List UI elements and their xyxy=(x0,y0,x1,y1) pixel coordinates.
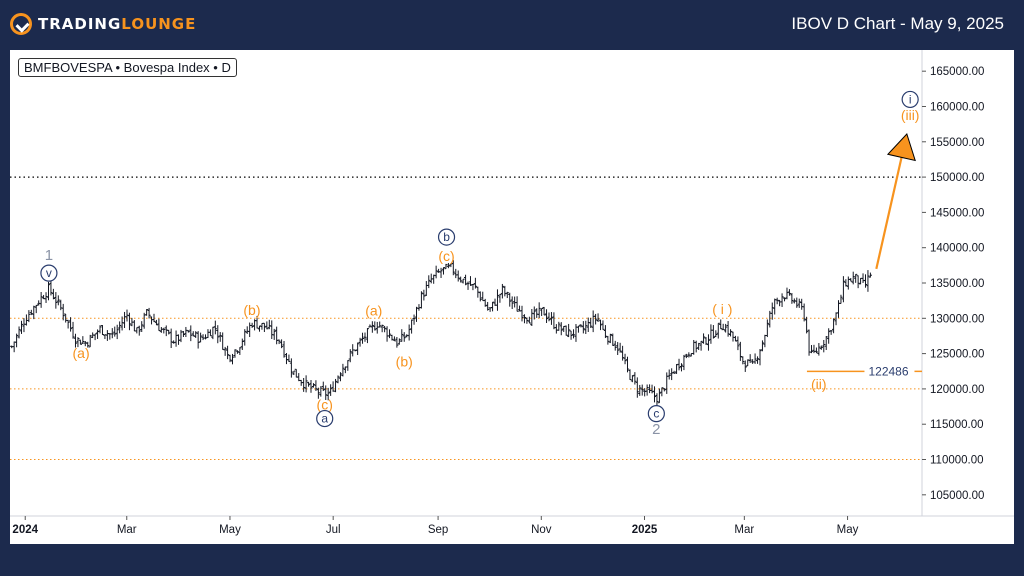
y-tick-label-5: 140000.00 xyxy=(930,243,984,255)
x-tick-label-8: May xyxy=(837,524,859,536)
wave-label-5: a xyxy=(321,412,328,426)
chart-title: IBOV D Chart - May 9, 2025 xyxy=(791,14,1004,33)
symbol-label[interactable]: BMFBOVESPA • Bovespa Index • D xyxy=(18,58,237,77)
wave-label-15: (iii) xyxy=(901,107,920,123)
wave-label-4: (c) xyxy=(317,396,333,412)
y-tick-label-3: 150000.00 xyxy=(930,172,984,184)
wave-label-0: 1 xyxy=(45,247,53,264)
wave-circle-10 xyxy=(647,405,665,423)
wave-label-14: i xyxy=(909,92,912,106)
wave-circle-1 xyxy=(40,264,58,282)
y-tick-label-6: 135000.00 xyxy=(930,278,984,290)
x-tick-label-7: Mar xyxy=(734,524,754,536)
y-tick-label-10: 115000.00 xyxy=(930,419,984,431)
wave-label-3: (b) xyxy=(243,302,260,318)
y-tick-label-7: 130000.00 xyxy=(930,313,984,325)
x-tick-label-5: Nov xyxy=(531,524,552,536)
x-tick-label-1: Mar xyxy=(117,524,137,536)
x-tick-label-2: May xyxy=(219,524,241,536)
wave-circle-5 xyxy=(316,409,334,428)
brand-logo: TRADINGLOUNGE xyxy=(10,12,196,36)
wave-label-6: (a) xyxy=(365,303,382,319)
y-tick-label-1: 160000.00 xyxy=(930,101,984,113)
wave-label-10: c xyxy=(653,407,659,421)
chart-area[interactable]: 165000.00 160000.00 155000.00 150000.00 1450… xyxy=(10,50,1014,544)
wave-label-7: (b) xyxy=(396,353,413,369)
y-tick-label-11: 110000.00 xyxy=(930,455,984,467)
y-tick-label-12: 105000.00 xyxy=(930,490,984,502)
y-tick-label-8: 125000.00 xyxy=(930,349,984,361)
x-tick-label-6: 2025 xyxy=(632,524,658,536)
wave-label-12: ( i ) xyxy=(712,301,732,317)
x-tick-label-4: Sep xyxy=(428,524,448,536)
brand-name-right: LOUNGE xyxy=(121,15,197,33)
price-chart[interactable]: 165000.00 160000.00 155000.00 150000.00 1450… xyxy=(10,50,1014,544)
y-tick-label-0: 165000.00 xyxy=(930,66,984,78)
projection-arrow-shaft xyxy=(875,157,903,270)
brand-name-left: TRADING xyxy=(38,15,122,33)
wave-label-8: b xyxy=(443,230,450,244)
y-tick-label-4: 145000.00 xyxy=(930,207,984,219)
support-level-label: 122486 xyxy=(868,364,908,378)
wave-circle-8 xyxy=(437,228,456,246)
x-tick-label-0: 2024 xyxy=(12,524,38,536)
wave-label-13: (ii) xyxy=(811,376,827,392)
wave-circle-14 xyxy=(901,90,919,109)
wave-label-2: (a) xyxy=(73,345,90,361)
x-tick-label-3: Jul xyxy=(326,524,341,536)
top-bar: TRADINGLOUNGE IBOV D Chart - May 9, 2025 xyxy=(0,0,1024,50)
brand-name: TRADINGLOUNGE xyxy=(38,15,196,33)
projection-arrow-head xyxy=(886,133,916,162)
y-tick-label-2: 155000.00 xyxy=(930,137,984,149)
wave-label-11: 2 xyxy=(652,421,660,438)
y-tick-label-9: 120000.00 xyxy=(930,384,984,396)
wave-label-1: v xyxy=(46,266,52,280)
wave-label-9: (c) xyxy=(438,248,454,264)
logo-check-icon xyxy=(10,13,32,35)
